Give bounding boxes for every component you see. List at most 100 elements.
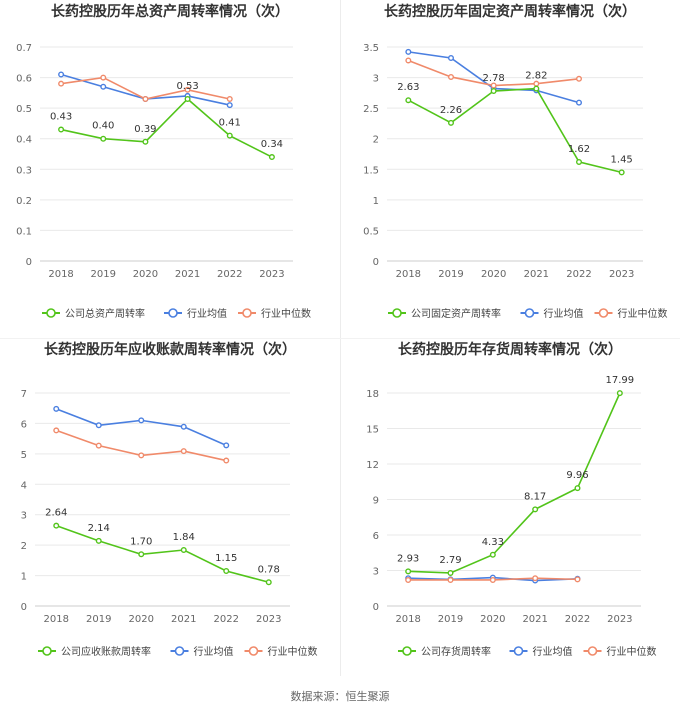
legend-label: 行业中位数 [268, 645, 318, 658]
data-point-industry_median [184, 86, 191, 93]
horizontal-divider [0, 338, 680, 339]
y-tick-label: 0.7 [16, 43, 32, 54]
y-tick-label: 7 [21, 389, 27, 400]
chart-title: 长药控股历年应收账款周转率情况（次） [44, 341, 296, 358]
x-tick-label: 2023 [256, 614, 281, 625]
data-label: 2.82 [525, 71, 547, 82]
legend-label: 行业均值 [194, 645, 234, 658]
data-point-industry_avg [100, 83, 107, 90]
data-point-industry_avg [53, 405, 60, 412]
data-point-industry_avg [138, 417, 145, 424]
x-tick-label: 2022 [217, 269, 242, 280]
legend-item-company: 公司存货周转率 [398, 645, 491, 658]
legend-swatch-marker [46, 308, 56, 318]
data-point-company [180, 547, 187, 554]
data-point-industry_avg [575, 99, 582, 106]
x-tick-label: 2023 [607, 614, 632, 625]
series-line-company [60, 97, 273, 158]
data-point-industry_avg [180, 423, 187, 430]
series-line-industry_median [60, 76, 230, 100]
data-label: 0.53 [176, 81, 198, 92]
x-tick-label: 2022 [566, 269, 591, 280]
y-tick-label: 12 [366, 460, 379, 471]
legend-item-industry_avg: 行业均值 [509, 645, 573, 658]
data-label: 9.96 [566, 470, 588, 481]
y-tick-label: 0 [21, 602, 27, 613]
y-tick-label: 1 [21, 572, 27, 583]
data-point-company [405, 97, 412, 104]
data-point-company [265, 579, 272, 586]
x-tick-label: 2023 [259, 269, 284, 280]
x-tick-label: 2018 [395, 614, 420, 625]
data-label: 1.84 [173, 532, 195, 543]
x-tick-label: 2022 [565, 614, 590, 625]
legend-swatch-marker [248, 646, 259, 656]
y-tick-label: 0.5 [16, 104, 32, 115]
data-point-industry_median [58, 80, 65, 87]
data-label: 0.41 [219, 118, 241, 129]
legend-swatch-marker [587, 646, 598, 656]
data-point-industry_median [95, 442, 102, 449]
data-point-company [447, 569, 454, 576]
legend-item-industry_median: 行业中位数 [583, 645, 657, 658]
x-tick-label: 2021 [524, 269, 549, 280]
y-tick-label: 0.6 [16, 74, 32, 85]
chart-title: 长药控股历年总资产周转率情况（次） [51, 3, 289, 20]
x-tick-label: 2021 [171, 614, 196, 625]
legend-swatch-marker [598, 308, 609, 318]
legend-item-industry_avg: 行业均值 [170, 645, 234, 658]
data-point-industry_median [142, 95, 149, 102]
y-tick-label: 0 [373, 602, 379, 613]
x-tick-label: 2019 [86, 614, 111, 625]
data-point-industry_median [223, 457, 230, 464]
legend-swatch-marker [168, 308, 178, 318]
legend-label: 公司总资产周转率 [65, 307, 145, 320]
data-label: 2.26 [440, 105, 462, 116]
data-point-company [616, 390, 623, 397]
data-point-industry_avg [226, 102, 233, 109]
x-tick-label: 2018 [396, 269, 421, 280]
data-point-industry_median [574, 576, 581, 583]
y-tick-label: 1.5 [363, 165, 379, 176]
y-tick-label: 0.3 [16, 165, 32, 176]
legend-swatch-marker [513, 646, 524, 656]
data-label: 17.99 [606, 375, 635, 386]
data-point-industry_median [575, 75, 582, 82]
legend-item-industry_median: 行业中位数 [238, 307, 311, 320]
data-label: 1.15 [215, 553, 237, 564]
data-point-company [490, 88, 497, 95]
legend-item-company: 公司总资产周转率 [42, 307, 145, 320]
data-label: 2.14 [88, 523, 110, 534]
data-point-industry_median [533, 80, 540, 87]
data-point-industry_median [447, 73, 454, 80]
legend-swatch-marker [392, 308, 402, 318]
y-tick-label: 0 [373, 257, 379, 268]
data-point-company [447, 119, 454, 126]
data-point-industry_median [138, 452, 145, 459]
data-point-company [184, 95, 191, 102]
data-point-company [142, 138, 149, 145]
data-label: 2.93 [397, 553, 419, 564]
receivables-turnover-chart: 长药控股历年应收账款周转率情况（次） 0 1 2 3 4 5 6 7 2018 2019 2020 20… [21, 341, 318, 658]
y-tick-label: 15 [366, 425, 379, 436]
legend-item-industry_avg: 行业均值 [164, 307, 227, 320]
data-label: 0.39 [134, 124, 156, 135]
data-point-industry_median [53, 427, 60, 434]
x-tick-label: 2018 [48, 269, 73, 280]
data-point-industry_avg [58, 71, 65, 78]
data-point-company [138, 551, 145, 558]
y-tick-label: 0.5 [363, 226, 379, 237]
legend-item-industry_median: 行业中位数 [594, 307, 668, 320]
x-tick-label: 2019 [438, 614, 463, 625]
x-tick-label: 2021 [175, 269, 200, 280]
y-tick-label: 3 [373, 567, 379, 578]
y-tick-label: 5 [21, 450, 27, 461]
legend-label: 行业中位数 [607, 645, 657, 658]
data-point-industry_median [226, 95, 233, 102]
data-point-company [574, 485, 581, 492]
chart-title: 长药控股历年固定资产周转率情况（次） [384, 3, 636, 20]
data-point-company [58, 126, 65, 133]
data-label: 4.33 [482, 537, 504, 548]
x-tick-label: 2019 [438, 269, 463, 280]
data-point-company [533, 85, 540, 92]
